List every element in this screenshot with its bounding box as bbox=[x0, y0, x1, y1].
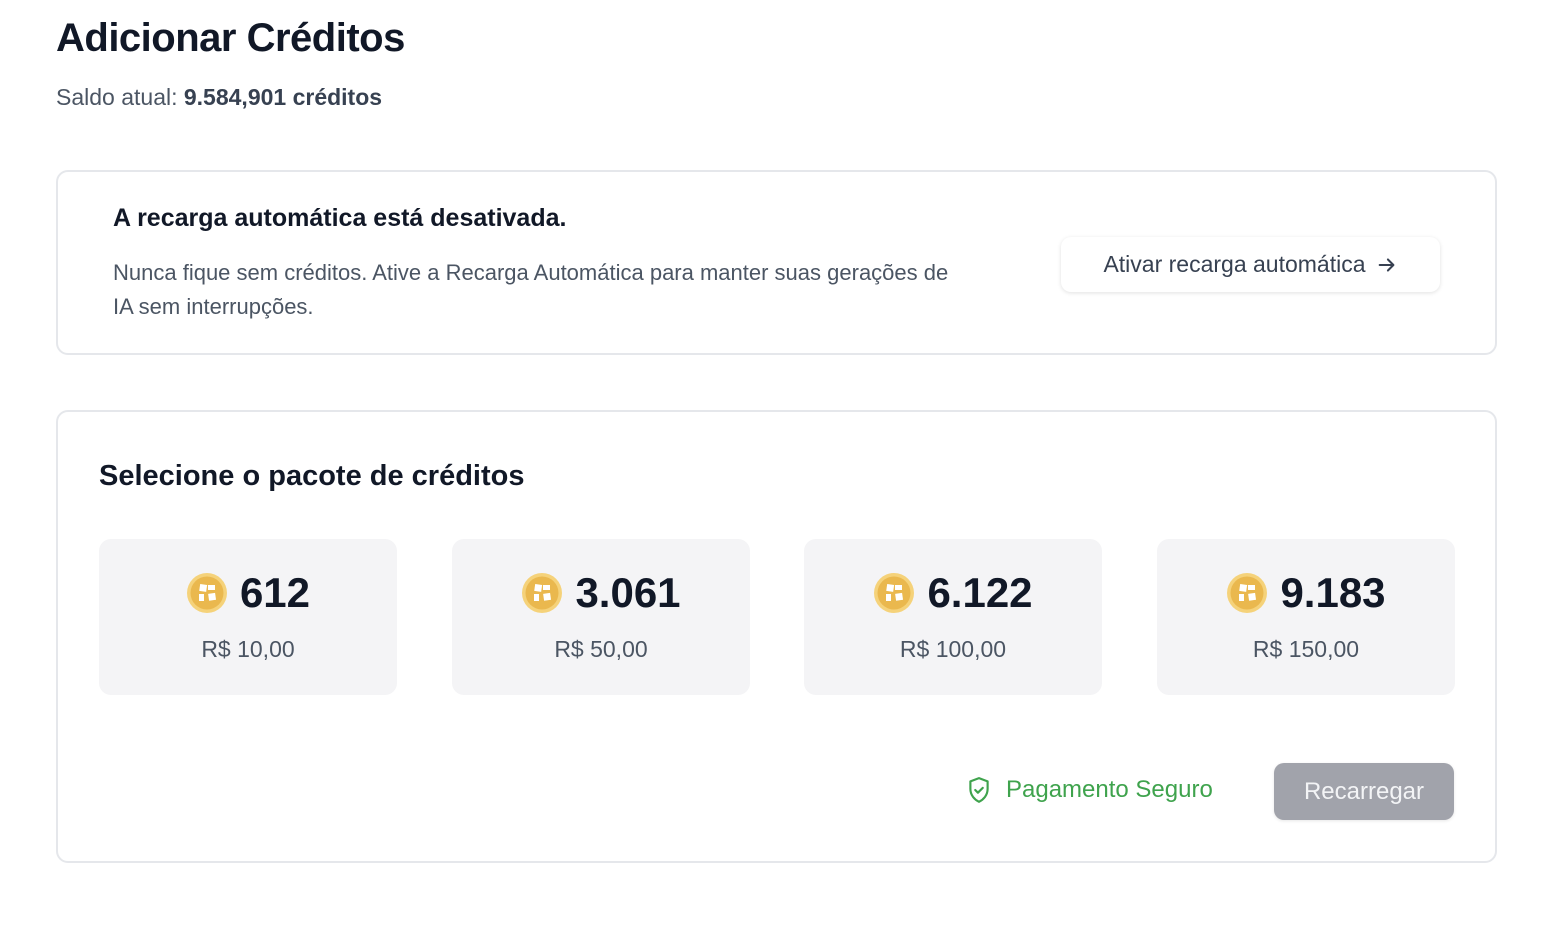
package-heading: Selecione o pacote de créditos bbox=[99, 460, 525, 492]
secure-payment: Pagamento Seguro bbox=[966, 776, 1213, 804]
credit-package-612[interactable]: 612 R$ 10,00 bbox=[99, 539, 397, 695]
package-price: R$ 100,00 bbox=[899, 636, 1007, 662]
shield-check-icon bbox=[969, 777, 989, 803]
credit-package-9.183[interactable]: 9.183 R$ 150,00 bbox=[1157, 539, 1455, 695]
credit-package-6.122[interactable]: 6.122 R$ 100,00 bbox=[804, 539, 1102, 695]
coin-icon bbox=[1227, 573, 1268, 613]
package-credits: 3.061 bbox=[575, 569, 681, 616]
package-amount: 3.061 bbox=[452, 569, 750, 617]
package-amount: 9.183 bbox=[1157, 569, 1455, 617]
enable-auto-recharge-button[interactable]: Ativar recarga automática bbox=[1061, 237, 1440, 292]
page-title: Adicionar Créditos bbox=[56, 16, 405, 60]
coin-icon bbox=[874, 573, 915, 613]
current-balance: Saldo atual: 9.584,901 créditos bbox=[56, 84, 382, 111]
package-credits: 9.183 bbox=[1280, 569, 1386, 616]
package-amount: 6.122 bbox=[804, 569, 1102, 617]
package-price: R$ 150,00 bbox=[1252, 636, 1360, 662]
package-price: R$ 10,00 bbox=[201, 636, 295, 662]
auto-recharge-heading: A recarga automática está desativada. bbox=[113, 204, 567, 232]
package-price: R$ 50,00 bbox=[554, 636, 648, 662]
auto-recharge-card: A recarga automática está desativada. Nu… bbox=[56, 170, 1497, 355]
arrow-right-icon bbox=[1378, 257, 1394, 272]
recharge-button[interactable]: Recarregar bbox=[1274, 763, 1454, 820]
auto-recharge-description: Nunca fique sem créditos. Ative a Recarg… bbox=[113, 260, 949, 319]
credit-package-3.061[interactable]: 3.061 R$ 50,00 bbox=[452, 539, 750, 695]
package-selection-card: Selecione o pacote de créditos 612 R$ 10… bbox=[56, 410, 1497, 863]
package-credits: 6.122 bbox=[927, 569, 1033, 616]
enable-auto-recharge-label: Ativar recarga automática bbox=[1103, 251, 1366, 277]
balance-value: 9.584,901 créditos bbox=[183, 84, 383, 110]
package-amount: 612 bbox=[99, 569, 397, 617]
coin-icon bbox=[186, 573, 227, 613]
package-credits: 612 bbox=[239, 569, 311, 616]
balance-label: Saldo atual: bbox=[56, 84, 178, 110]
coin-icon bbox=[522, 573, 563, 613]
secure-payment-label: Pagamento Seguro bbox=[1006, 776, 1213, 803]
